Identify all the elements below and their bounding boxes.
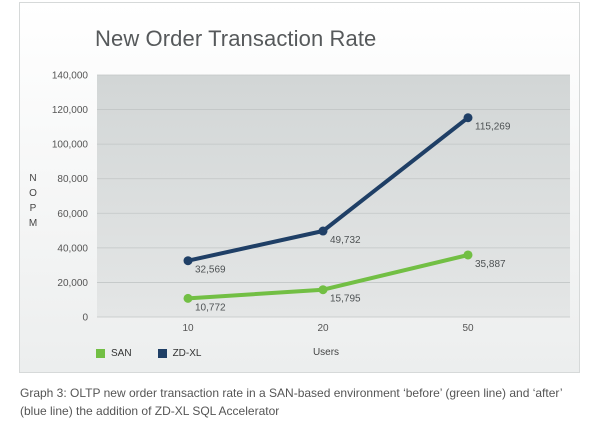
y-tick-label: 140,000 — [52, 71, 89, 82]
data-label-zdxl: 49,732 — [330, 235, 361, 246]
y-axis-ticks: 0 20,000 40,000 60,000 80,000 100,000 120,000 1… — [52, 71, 89, 324]
data-label-san: 35,887 — [475, 259, 506, 270]
data-point-zdxl — [183, 256, 193, 266]
x-axis-ticks: 10 20 50 — [182, 323, 474, 334]
plot-area — [97, 75, 570, 317]
gridlines — [97, 74, 570, 318]
y-axis-title-letter: P — [30, 203, 37, 214]
data-label-zdxl: 32,569 — [195, 265, 226, 276]
y-axis-title-letter: M — [29, 218, 37, 229]
y-tick-label: 120,000 — [52, 105, 89, 116]
legend-label-san: SAN — [111, 348, 132, 359]
chart-title: New Order Transaction Rate — [95, 26, 377, 51]
legend-item-zdxl: ZD-XL — [157, 348, 202, 359]
x-axis-title: Users — [313, 347, 339, 358]
x-tick-label: 20 — [317, 323, 329, 334]
y-tick-label: 100,000 — [52, 140, 89, 151]
data-point-san — [463, 250, 473, 260]
series-group: 10,772 15,795 35,887 32,569 49,732 115,269 — [183, 113, 511, 313]
y-tick-label: 20,000 — [57, 278, 88, 289]
legend-item-san: SAN — [96, 348, 132, 359]
data-point-zdxl — [318, 226, 328, 236]
y-tick-label: 0 — [82, 313, 88, 324]
data-label-zdxl: 115,269 — [475, 122, 511, 133]
y-tick-label: 40,000 — [57, 243, 88, 254]
y-axis-title-letter: N — [29, 173, 36, 184]
x-tick-label: 50 — [462, 323, 474, 334]
x-tick-label: 10 — [182, 323, 194, 334]
legend: SAN ZD-XL — [96, 348, 201, 359]
y-tick-label: 60,000 — [57, 209, 88, 220]
legend-swatch-san — [96, 349, 105, 358]
data-label-san: 10,772 — [195, 302, 226, 313]
legend-swatch-zdxl — [157, 349, 167, 358]
y-tick-label: 80,000 — [57, 174, 88, 185]
legend-label-zdxl: ZD-XL — [172, 348, 202, 359]
data-point-zdxl — [463, 113, 473, 123]
data-point-san — [318, 285, 328, 295]
y-axis-title-letter: O — [29, 188, 37, 199]
data-label-san: 15,795 — [330, 294, 361, 305]
figure-caption: Graph 3: OLTP new order transaction rate… — [20, 386, 563, 418]
data-point-san — [183, 293, 193, 303]
